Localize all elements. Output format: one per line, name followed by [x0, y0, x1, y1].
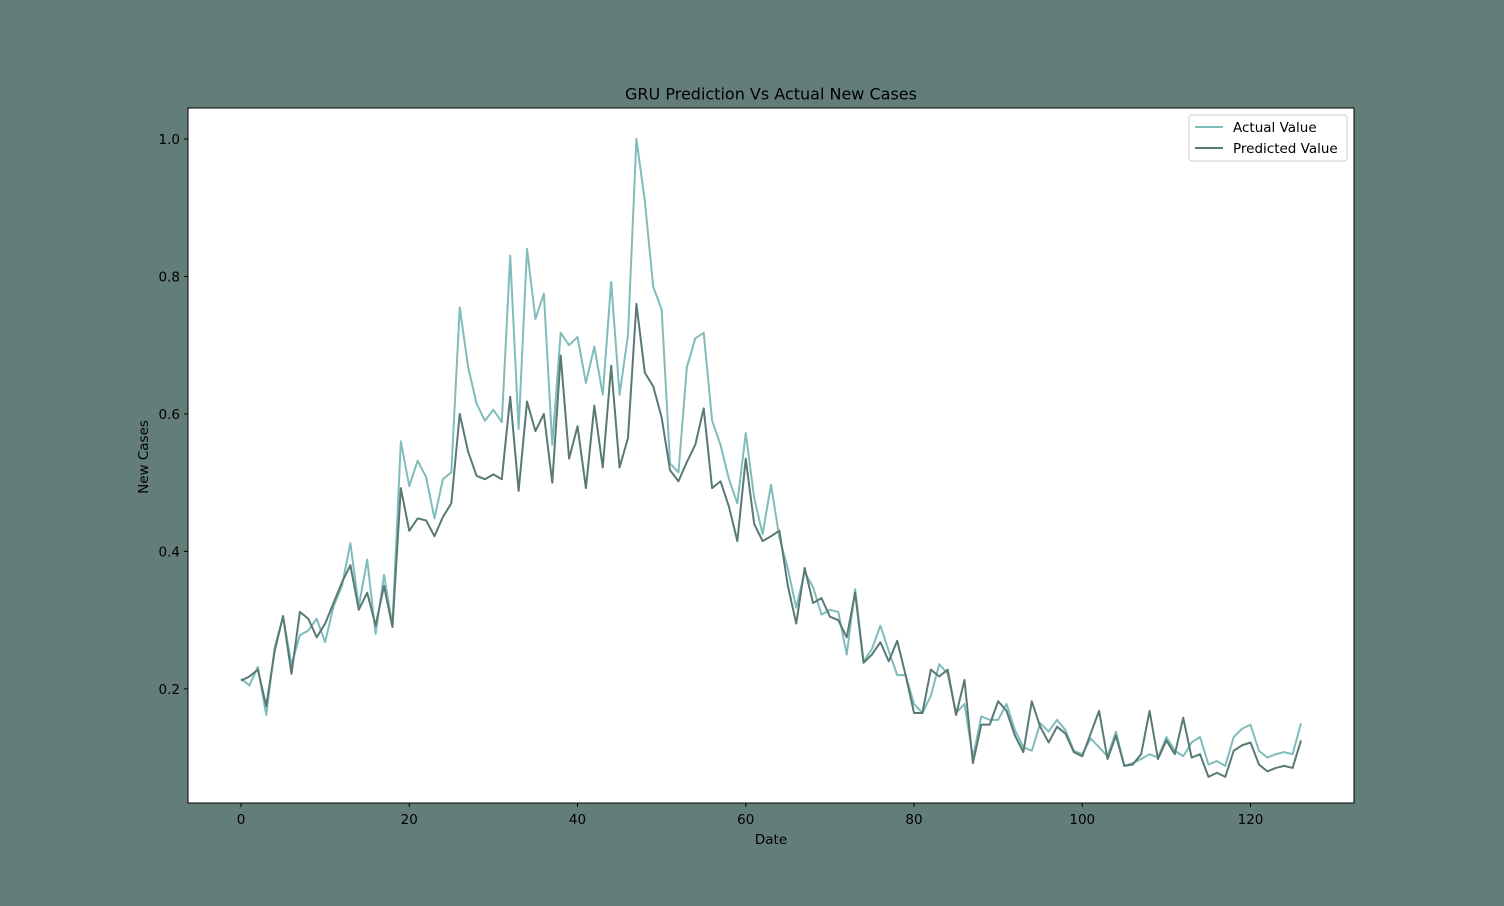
x-tick-label: 60 — [737, 812, 754, 828]
x-tick-label: 100 — [1069, 812, 1095, 828]
x-tick-label: 80 — [905, 812, 922, 828]
plot-frame — [187, 107, 1355, 804]
legend-label: Predicted Value — [1233, 141, 1338, 157]
y-axis-label: New Cases — [136, 420, 152, 494]
x-tick-label: 120 — [1238, 812, 1264, 828]
series-line-predicted-value — [240, 302, 1302, 778]
legend-box — [1188, 114, 1348, 162]
legend: Actual Value Predicted Value — [1188, 114, 1348, 162]
y-tick-label: 0.6 — [159, 407, 180, 423]
chart-title: GRU Prediction Vs Actual New Cases — [625, 85, 917, 104]
x-tick-label: 40 — [569, 812, 586, 828]
x-axis-ticks: 0 20 40 60 80 100 120 — [237, 803, 1264, 828]
y-axis-ticks: 0.2 0.4 0.6 0.8 1.0 — [159, 132, 188, 698]
x-axis-label: Date — [755, 832, 787, 848]
y-tick-label: 0.4 — [159, 544, 180, 560]
y-tick-label: 1.0 — [159, 132, 180, 148]
legend-label: Actual Value — [1233, 120, 1317, 136]
x-tick-label: 0 — [237, 812, 246, 828]
x-tick-label: 20 — [401, 812, 418, 828]
y-tick-label: 0.2 — [159, 682, 180, 698]
series-layer — [240, 137, 1302, 778]
y-tick-label: 0.8 — [159, 269, 180, 285]
plot-area — [188, 108, 1354, 803]
